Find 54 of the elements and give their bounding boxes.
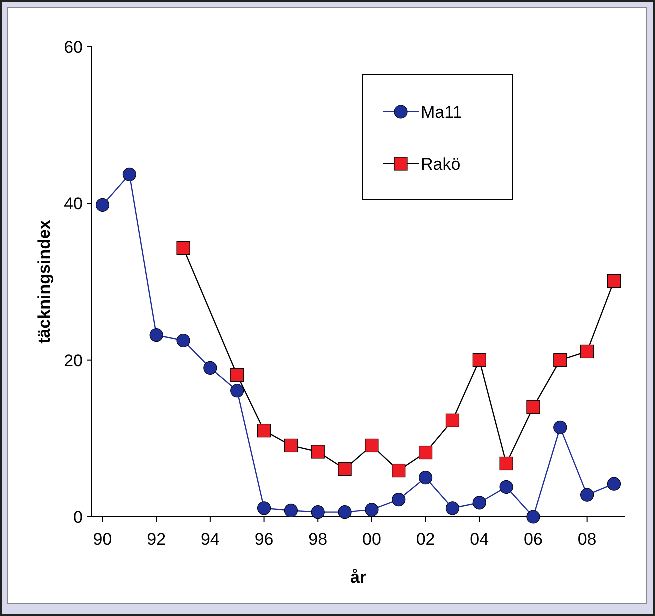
point (500, 456, 514, 471)
x-tick-label: 02 (416, 530, 436, 549)
point (96, 198, 110, 212)
point (284, 438, 298, 453)
x-tick-label: 96 (254, 530, 274, 549)
point (284, 504, 298, 518)
point (419, 446, 433, 460)
point (554, 354, 568, 368)
x-tick-label: 06 (524, 530, 543, 549)
x-tick-label: 94 (200, 530, 220, 549)
point (122, 168, 136, 182)
point (419, 471, 433, 485)
point (392, 464, 406, 478)
point (526, 510, 540, 524)
point (311, 445, 325, 459)
x-axis-title: år (350, 568, 367, 587)
y-axis-title: täckningsindex (35, 220, 54, 344)
point (554, 420, 568, 434)
point (607, 477, 622, 491)
point (365, 438, 379, 453)
x-tick-label: 90 (93, 530, 112, 549)
point (338, 462, 352, 476)
point (176, 334, 190, 348)
point (580, 344, 594, 359)
point (446, 414, 460, 428)
point (472, 354, 486, 368)
point (365, 503, 379, 517)
point (176, 242, 190, 256)
x-tick-label: 00 (362, 530, 382, 549)
x-tick-label: 98 (308, 530, 328, 549)
point (204, 361, 218, 375)
point (257, 424, 272, 438)
legend-label: Ma11 (421, 102, 462, 122)
point (446, 502, 460, 516)
legend-label: Rakö (421, 154, 461, 174)
point (338, 506, 352, 520)
x-tick-label: 08 (578, 530, 597, 549)
x-tick-label: 04 (470, 530, 490, 549)
point (392, 492, 406, 507)
point (311, 506, 325, 520)
point (472, 496, 486, 510)
point (580, 488, 594, 502)
point (500, 480, 514, 494)
y-tick-label: 20 (64, 351, 83, 370)
x-tick-label: 92 (147, 530, 166, 549)
point (526, 400, 540, 414)
y-tick-label: 60 (64, 38, 83, 57)
y-tick-label: 0 (74, 508, 83, 527)
point (607, 274, 622, 288)
point (230, 384, 244, 398)
point (257, 502, 272, 516)
point (150, 328, 164, 342)
point (230, 368, 244, 382)
y-tick-label: 40 (64, 194, 83, 214)
